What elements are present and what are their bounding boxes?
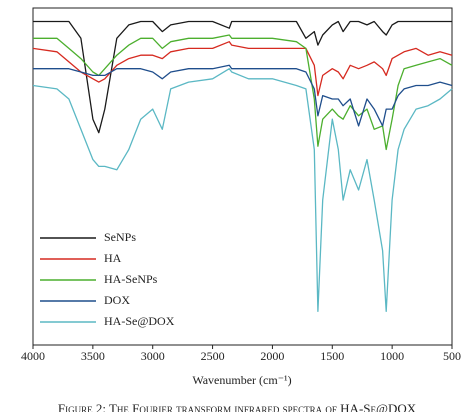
x-tick-label: 500	[443, 349, 461, 363]
legend-label: HA	[104, 251, 122, 265]
x-tick-label: 3000	[141, 349, 165, 363]
x-tick-label: 3500	[81, 349, 105, 363]
caption: Figure 2: The Fourier transform infrared…	[58, 401, 417, 412]
plot-frame	[32, 7, 453, 346]
legend-label: SeNPs	[104, 230, 136, 244]
legend-label: HA-SeNPs	[104, 272, 158, 286]
spectrum-line	[33, 64, 453, 127]
spectrum-line	[33, 20, 452, 134]
x-tick-label: 2500	[201, 349, 225, 363]
legend-label: DOX	[104, 293, 130, 307]
x-tick-label: 2000	[260, 349, 284, 363]
x-tick-label: 1500	[320, 349, 344, 363]
spectrum-line	[33, 34, 453, 151]
legend-label: HA-Se@DOX	[104, 314, 175, 328]
spectrum-line	[32, 68, 453, 312]
x-tick-label: 4000	[21, 349, 45, 363]
x-axis-label: Wavenumber (cm⁻¹)	[192, 373, 291, 387]
x-tick-label: 1000	[380, 349, 404, 363]
